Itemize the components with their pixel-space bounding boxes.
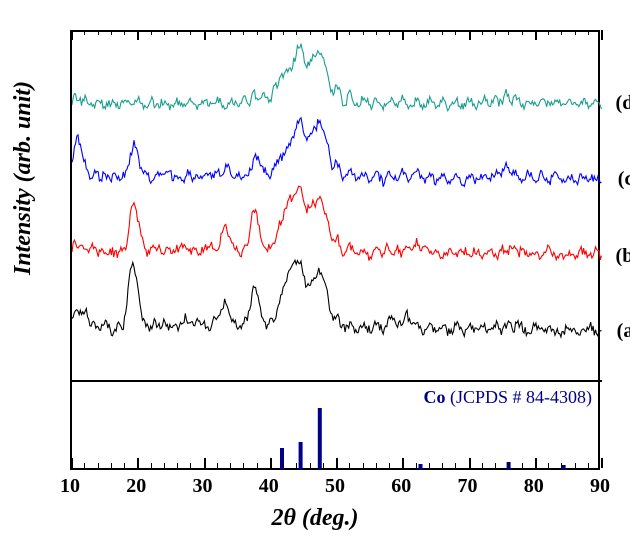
x-tick-label: 80	[524, 475, 544, 498]
plot-border: Co (JCPDS # 84-4308)	[70, 30, 600, 470]
series-label-b: (b)	[616, 245, 630, 268]
reference-label-bold: Co	[423, 387, 445, 407]
x-tick-label: 50	[325, 475, 345, 498]
series-b	[72, 186, 602, 260]
spectra-region	[72, 32, 602, 382]
series-a	[72, 260, 602, 337]
spectra-svg	[72, 32, 602, 382]
series-label-d: (d)	[616, 92, 630, 115]
series-label-c: (c)	[618, 168, 630, 191]
x-tick-label: 30	[193, 475, 213, 498]
y-axis-label: Intensity (arb. unit)	[10, 81, 37, 275]
xrd-chart: Co (JCPDS # 84-4308) (a) (b) (c) (d)	[70, 30, 600, 470]
reference-bar	[318, 408, 322, 470]
x-tick-label: 70	[458, 475, 478, 498]
series-d	[72, 44, 602, 111]
x-tick-label: 20	[126, 475, 146, 498]
series-c	[72, 118, 602, 187]
x-tick-label: 90	[590, 475, 610, 498]
reference-bar	[419, 464, 423, 470]
series-label-a: (a)	[617, 320, 630, 343]
x-axis-label: 2θ (deg.)	[0, 505, 630, 532]
x-tick-label: 40	[259, 475, 279, 498]
reference-label-rest: (JCPDS # 84-4308)	[445, 387, 592, 407]
x-tick-label: 60	[391, 475, 411, 498]
reference-label: Co (JCPDS # 84-4308)	[423, 387, 592, 408]
x-tick-label: 10	[60, 475, 80, 498]
reference-bar	[299, 442, 303, 470]
